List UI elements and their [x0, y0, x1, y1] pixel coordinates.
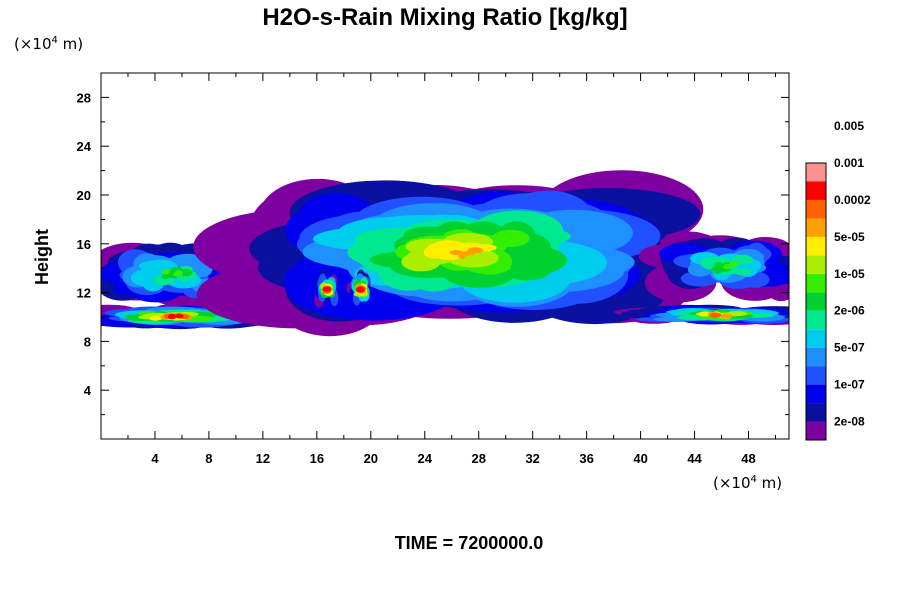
x-tick-label: 40	[633, 451, 647, 466]
colorbar-swatch	[806, 329, 826, 348]
x-tick-label: 44	[687, 451, 702, 466]
x-tick-label: 4	[151, 451, 159, 466]
colorbar-label: 1e-05	[834, 267, 865, 281]
field-blob	[167, 314, 176, 320]
colorbar-swatch	[806, 292, 826, 311]
field-blob	[161, 269, 171, 275]
y-tick-label: 20	[77, 188, 91, 203]
x-tick-label: 32	[525, 451, 539, 466]
colorbar: 2e-08 1e-07 5e-07 2e-06 1e-05 5e-05 0.0002 0.00…	[805, 119, 871, 441]
field-blob	[713, 313, 722, 318]
colorbar-label: 1e-07	[834, 378, 865, 392]
plot-frame	[100, 72, 790, 440]
colorbar-swatch	[806, 273, 826, 293]
y-tick-label: 4	[84, 383, 92, 398]
time-label: TIME = 7200000.0	[395, 533, 544, 553]
field-blob	[449, 250, 463, 255]
field-blob	[356, 287, 365, 293]
field-blob	[323, 286, 332, 292]
colorbar-swatch	[806, 403, 826, 422]
colorbar-label: 0.001	[834, 156, 864, 170]
cloud-region	[314, 268, 340, 308]
colorbar-swatch	[806, 347, 826, 367]
colorbar-swatch	[806, 366, 826, 385]
field-blob	[461, 250, 475, 256]
colorbar-swatch	[806, 255, 826, 274]
field-blob	[174, 271, 184, 276]
y-axis: 4 8 12 16 20 24 28	[77, 90, 789, 416]
x-tick-label: 48	[741, 451, 755, 466]
field-blob	[427, 242, 450, 254]
field-blob	[161, 274, 170, 280]
field-blob	[730, 261, 739, 267]
colorbar-swatch	[806, 236, 826, 256]
colorbar-label: 0.005	[834, 119, 864, 133]
colorbar-swatch	[806, 421, 826, 440]
x-axis: 4 8 12 16 20 24 28 32 36 40 44 48	[127, 73, 777, 466]
x-tick-label: 12	[256, 451, 270, 466]
colorbar-label: 5e-07	[834, 341, 865, 355]
field-blob	[730, 255, 754, 265]
y-tick-label: 28	[77, 90, 91, 105]
y-tick-label: 12	[77, 286, 91, 301]
cloud-region	[638, 231, 789, 303]
y-axis-label: Height	[32, 229, 52, 285]
x-tick-label: 20	[364, 451, 378, 466]
cloud-region	[614, 304, 789, 325]
colorbar-swatch	[806, 218, 826, 237]
colorbar-swatch	[806, 163, 826, 182]
x-tick-label: 16	[310, 451, 324, 466]
x-tick-label: 36	[579, 451, 593, 466]
colorbar-label: 2e-08	[834, 415, 865, 429]
colorbar-swatch	[806, 310, 826, 330]
colorbar-label: 5e-05	[834, 230, 865, 244]
y-tick-label: 8	[84, 334, 91, 349]
cloud-region	[101, 302, 268, 330]
x-axis-unit: (×104 m)	[713, 474, 782, 492]
x-tick-label: 8	[205, 451, 212, 466]
chart-title: H2O-s-Rain Mixing Ratio [kg/kg]	[262, 4, 627, 31]
x-tick-label: 28	[471, 451, 485, 466]
y-tick-label: 24	[77, 139, 92, 154]
field-blob	[175, 313, 184, 319]
colorbar-swatch	[806, 181, 826, 200]
cloud-region	[193, 170, 704, 337]
field-blob	[699, 311, 708, 317]
colorbar-frame	[805, 162, 827, 441]
x-tick-label: 24	[418, 451, 433, 466]
field-blob	[149, 315, 162, 321]
y-axis-unit: (×104 m)	[14, 35, 83, 53]
field-blob	[723, 263, 732, 269]
field-blob	[732, 268, 752, 276]
field-blob	[720, 313, 733, 319]
colorbar-swatch	[806, 384, 826, 404]
colorbar-label: 0.0002	[834, 193, 871, 207]
colorbar-label: 2e-06	[834, 304, 865, 318]
y-tick-label: 16	[77, 237, 91, 252]
cloud-region	[346, 269, 372, 310]
data-regions	[101, 170, 789, 337]
colorbar-swatch	[806, 199, 826, 219]
